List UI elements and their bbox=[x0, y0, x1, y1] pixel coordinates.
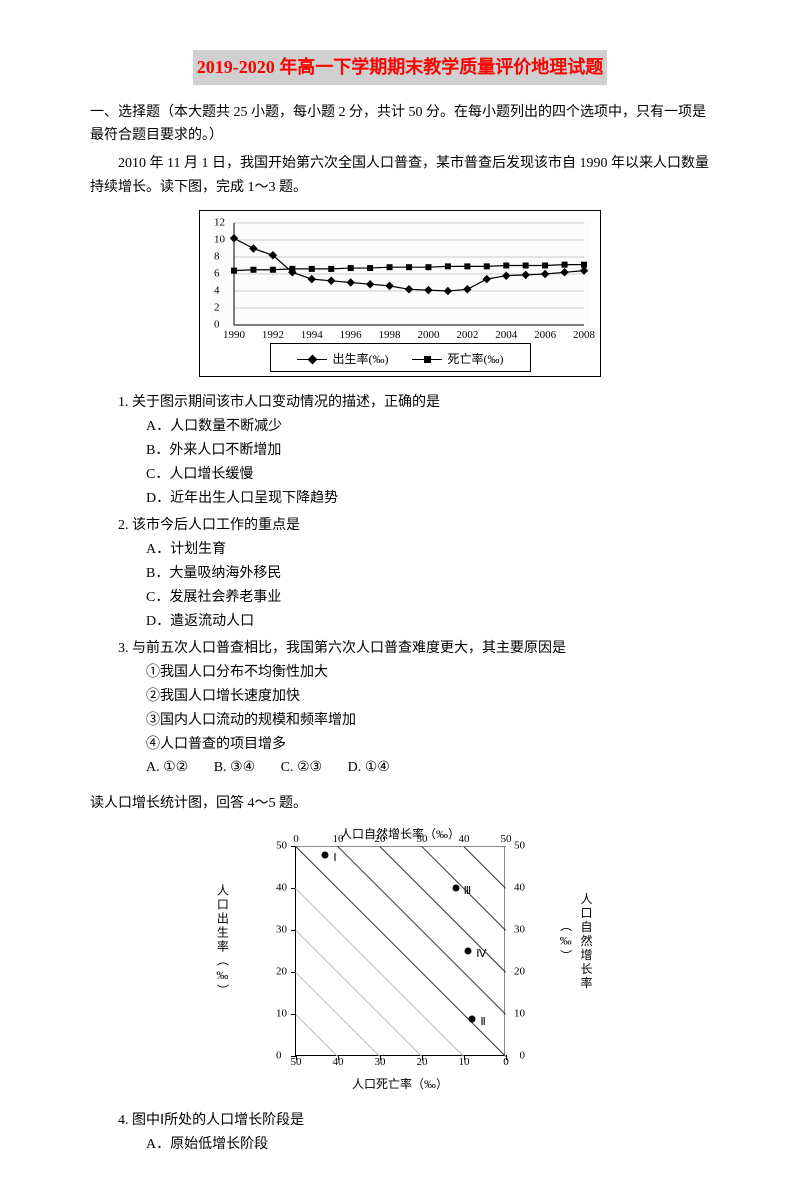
q3-opt-b: B. ③④ bbox=[214, 760, 255, 775]
context-2: 读人口增长统计图，回答 4～5 题。 bbox=[90, 792, 710, 816]
chart2-axis-left: 人口出生率（‰） bbox=[212, 884, 232, 998]
question-4: 4. 图中Ⅰ所处的人口增长阶段是 A．原始低增长阶段 bbox=[118, 1109, 710, 1157]
chart2-plot: 0102030405001020304050504030201000102030… bbox=[295, 846, 505, 1056]
legend-label-birth: 出生率(‰) bbox=[333, 349, 389, 369]
q2-opt-d: D．遣返流动人口 bbox=[146, 610, 710, 634]
q2-text: 2. 该市今后人口工作的重点是 bbox=[118, 514, 710, 538]
chart1-legend: 出生率(‰) 死亡率(‰) bbox=[270, 343, 531, 373]
question-1: 1. 关于图示期间该市人口变动情况的描述，正确的是 A．人口数量不断减少 B．外… bbox=[118, 391, 710, 510]
q3-options-row: A. ①② B. ③④ C. ②③ D. ①④ bbox=[146, 756, 710, 780]
q4-text: 4. 图中Ⅰ所处的人口增长阶段是 bbox=[118, 1109, 710, 1133]
q3-stmt-1: ①我国人口分布不均衡性加大 bbox=[146, 661, 710, 685]
q4-opt-a: A．原始低增长阶段 bbox=[146, 1133, 710, 1157]
legend-item-birth: 出生率(‰) bbox=[297, 349, 389, 369]
chart2-axis-right: 人口自然增长率（‰） bbox=[555, 883, 596, 999]
chart2-container: 人口自然增长率（‰） 人口出生率（‰） 01020304050010203040… bbox=[90, 824, 710, 1097]
question-2: 2. 该市今后人口工作的重点是 A．计划生育 B．大量吸纳海外移民 C．发展社会… bbox=[118, 514, 710, 633]
page-title: 2019-2020 年高一下学期期末教学质量评价地理试题 bbox=[193, 50, 608, 85]
q3-opt-d: D. ①④ bbox=[348, 760, 390, 775]
chart1-container: 0246810121990199219941996199820002002200… bbox=[90, 210, 710, 378]
q1-text: 1. 关于图示期间该市人口变动情况的描述，正确的是 bbox=[118, 391, 710, 415]
legend-item-death: 死亡率(‰) bbox=[412, 349, 504, 369]
chart1-plot: 0246810121990199219941996199820002002200… bbox=[210, 219, 590, 329]
instructions: 一、选择题（本大题共 25 小题，每小题 2 分，共计 50 分。在每小题列出的… bbox=[90, 101, 710, 149]
q2-opt-b: B．大量吸纳海外移民 bbox=[146, 562, 710, 586]
q3-stmt-2: ②我国人口增长速度加快 bbox=[146, 685, 710, 709]
chart2-axis-bottom: 人口死亡率（‰） bbox=[250, 1074, 550, 1094]
q2-opt-a: A．计划生育 bbox=[146, 538, 710, 562]
q3-opt-c: C. ②③ bbox=[281, 760, 322, 775]
q2-opt-c: C．发展社会养老事业 bbox=[146, 586, 710, 610]
q3-stmt-3: ③国内人口流动的规模和频率增加 bbox=[146, 709, 710, 733]
q3-stmt-4: ④人口普查的项目增多 bbox=[146, 733, 710, 757]
legend-label-death: 死亡率(‰) bbox=[448, 349, 504, 369]
q3-opt-a: A. ①② bbox=[146, 760, 188, 775]
q1-opt-d: D．近年出生人口呈现下降趋势 bbox=[146, 487, 710, 511]
q3-text: 3. 与前五次人口普查相比，我国第六次人口普查难度更大，其主要原因是 bbox=[118, 637, 710, 661]
q1-opt-b: B．外来人口不断增加 bbox=[146, 439, 710, 463]
question-3: 3. 与前五次人口普查相比，我国第六次人口普查难度更大，其主要原因是 ①我国人口… bbox=[118, 637, 710, 780]
q1-opt-a: A．人口数量不断减少 bbox=[146, 415, 710, 439]
chart1-box: 0246810121990199219941996199820002002200… bbox=[199, 210, 601, 378]
legend-marker-diamond bbox=[297, 359, 327, 360]
context-1: 2010 年 11 月 1 日，我国开始第六次全国人口普查，某市普查后发现该市自… bbox=[90, 152, 710, 200]
chart1-svg bbox=[210, 219, 590, 329]
chart2-box: 人口自然增长率（‰） 人口出生率（‰） 01020304050010203040… bbox=[250, 824, 550, 1095]
q1-opt-c: C．人口增长缓慢 bbox=[146, 463, 710, 487]
legend-marker-square bbox=[412, 359, 442, 360]
